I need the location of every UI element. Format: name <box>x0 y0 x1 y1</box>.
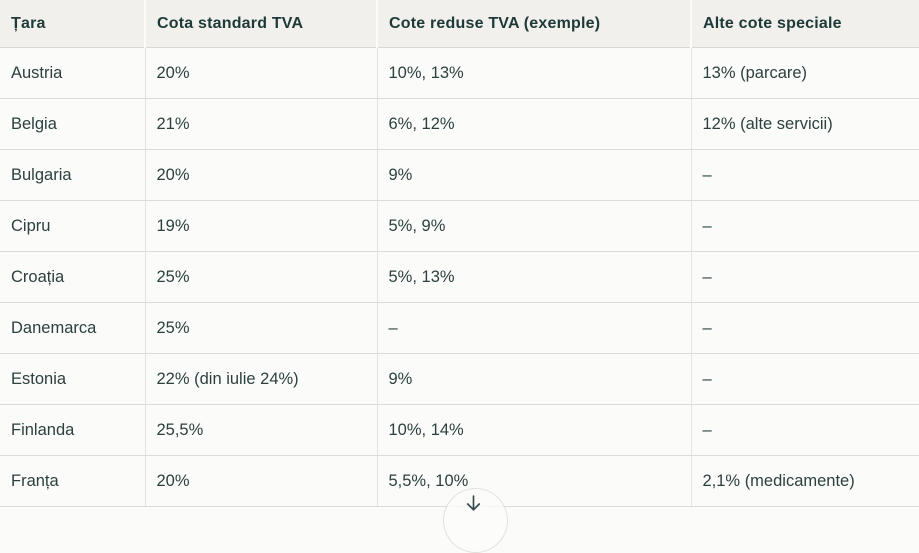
reduced-rates-cell: 10%, 14% <box>376 404 691 456</box>
standard-rate-cell: 25% <box>144 302 377 354</box>
special-rates-cell: – <box>690 404 919 456</box>
table-row: Estonia 22% (din iulie 24%) 9% – <box>0 353 919 405</box>
country-cell: Croația <box>0 251 145 303</box>
country-cell: Finlanda <box>0 404 145 456</box>
standard-rate-cell: 20% <box>144 47 377 99</box>
country-cell: Danemarca <box>0 302 145 354</box>
table-row: Croația 25% 5%, 13% – <box>0 251 919 303</box>
country-cell: Cipru <box>0 200 145 252</box>
country-cell: Bulgaria <box>0 149 145 201</box>
column-header-country: Țara <box>0 0 145 48</box>
country-cell: Austria <box>0 47 145 99</box>
special-rates-cell: – <box>690 251 919 303</box>
special-rates-cell: – <box>690 302 919 354</box>
table-row: Danemarca 25% – – <box>0 302 919 354</box>
table-row: Finlanda 25,5% 10%, 14% – <box>0 404 919 456</box>
standard-rate-cell: 20% <box>144 455 377 507</box>
special-rates-cell: – <box>690 353 919 405</box>
special-rates-cell: 13% (parcare) <box>690 47 919 99</box>
table-row: Franța 20% 5,5%, 10% 2,1% (medicamente) <box>0 455 919 507</box>
table-row: Cipru 19% 5%, 9% – <box>0 200 919 252</box>
vat-rates-table: Țara Cota standard TVA Cote reduse TVA (… <box>0 0 919 507</box>
reduced-rates-cell: – <box>376 302 691 354</box>
standard-rate-cell: 20% <box>144 149 377 201</box>
special-rates-cell: – <box>690 200 919 252</box>
special-rates-cell: 2,1% (medicamente) <box>690 455 919 507</box>
country-cell: Belgia <box>0 98 145 150</box>
table-row: Austria 20% 10%, 13% 13% (parcare) <box>0 47 919 99</box>
table-row: Belgia 21% 6%, 12% 12% (alte servicii) <box>0 98 919 150</box>
reduced-rates-cell: 5%, 9% <box>376 200 691 252</box>
special-rates-cell: 12% (alte servicii) <box>690 98 919 150</box>
scroll-down-button[interactable] <box>443 488 508 553</box>
column-header-special-rates: Alte cote speciale <box>690 0 919 48</box>
reduced-rates-cell: 9% <box>376 353 691 405</box>
table-body: Austria 20% 10%, 13% 13% (parcare) Belgia 21%… <box>0 47 919 507</box>
special-rates-cell: – <box>690 149 919 201</box>
column-header-standard-rate: Cota standard TVA <box>144 0 377 48</box>
standard-rate-cell: 25% <box>144 251 377 303</box>
reduced-rates-cell: 6%, 12% <box>376 98 691 150</box>
country-cell: Estonia <box>0 353 145 405</box>
column-header-reduced-rates: Cote reduse TVA (exemple) <box>376 0 691 48</box>
reduced-rates-cell: 5%, 13% <box>376 251 691 303</box>
header-row: Țara Cota standard TVA Cote reduse TVA (… <box>0 0 919 48</box>
table-row: Bulgaria 20% 9% – <box>0 149 919 201</box>
reduced-rates-cell: 5,5%, 10% <box>376 455 691 507</box>
standard-rate-cell: 25,5% <box>144 404 377 456</box>
reduced-rates-cell: 10%, 13% <box>376 47 691 99</box>
country-cell: Franța <box>0 455 145 507</box>
table-header: Țara Cota standard TVA Cote reduse TVA (… <box>0 0 919 48</box>
reduced-rates-cell: 9% <box>376 149 691 201</box>
standard-rate-cell: 19% <box>144 200 377 252</box>
standard-rate-cell: 21% <box>144 98 377 150</box>
standard-rate-cell: 22% (din iulie 24%) <box>144 353 377 405</box>
